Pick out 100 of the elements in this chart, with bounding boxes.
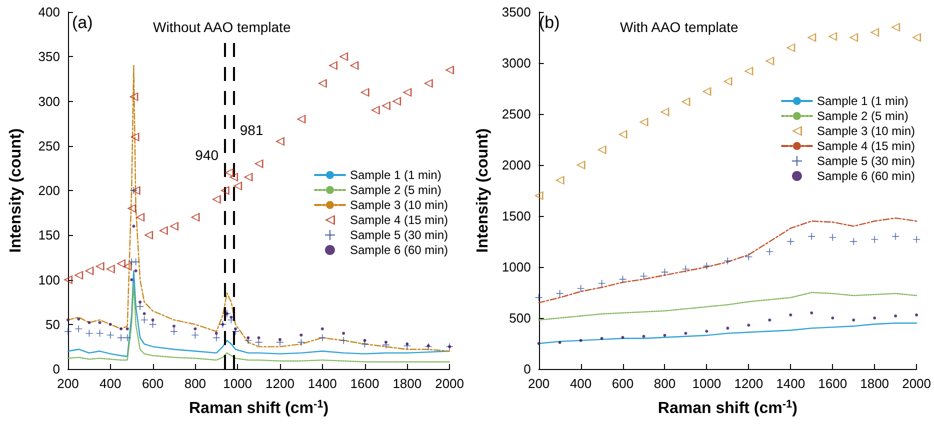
x-tick-label: 1800	[860, 376, 890, 391]
point	[190, 212, 200, 222]
point	[363, 338, 366, 342]
x-tick-label: 1200	[734, 376, 764, 391]
line-series	[67, 284, 450, 362]
x-tick-label: 1600	[350, 376, 380, 391]
point	[142, 312, 146, 316]
point	[340, 336, 348, 344]
legend-label: Sample 5 (30 min)	[816, 154, 916, 168]
point	[558, 340, 562, 344]
point	[537, 342, 540, 345]
point	[342, 332, 346, 335]
x-tick-label: 600	[612, 376, 634, 391]
point	[682, 266, 690, 273]
annotation: (a)	[72, 13, 93, 32]
point	[257, 336, 260, 340]
point	[621, 336, 624, 339]
legend-label: Sample 5 (30 min)	[350, 228, 448, 242]
point	[169, 222, 178, 231]
y-tick-label: 350	[38, 49, 60, 64]
x-tick-label: 2000	[435, 376, 464, 391]
point	[138, 300, 142, 304]
point	[106, 332, 114, 339]
point	[789, 313, 792, 316]
y-tick-label: 200	[38, 183, 60, 198]
point	[873, 316, 876, 320]
legend-label: Sample 3 (10 min)	[350, 198, 448, 212]
point	[705, 330, 708, 333]
legend-label: Sample 6 (60 min)	[350, 243, 448, 257]
point	[130, 132, 140, 142]
point	[726, 326, 730, 330]
y-tick-label: 0	[524, 362, 531, 376]
x-tick-label: 400	[570, 376, 592, 391]
point	[871, 236, 878, 243]
point	[108, 322, 112, 326]
annotation: (b)	[539, 13, 560, 32]
point	[555, 176, 564, 185]
point	[74, 270, 84, 280]
y-tick-label: 2500	[502, 106, 531, 122]
y-tick-label: 0	[52, 362, 60, 376]
point	[278, 338, 282, 342]
y-tick-label: 1500	[502, 208, 531, 224]
x-tick-label: 800	[184, 376, 206, 391]
point	[915, 313, 918, 316]
point	[130, 278, 134, 282]
point	[768, 318, 772, 322]
point	[192, 332, 199, 339]
point	[681, 97, 690, 106]
point	[106, 264, 115, 274]
point	[392, 96, 402, 106]
point	[233, 182, 242, 191]
point	[534, 191, 544, 200]
legend-label: Sample 6 (60 min)	[816, 169, 916, 183]
legend-label: Sample 4 (15 min)	[816, 139, 916, 153]
point	[254, 159, 264, 168]
point	[894, 314, 898, 318]
y-tick-label: 150	[38, 228, 60, 243]
point	[158, 226, 168, 236]
y-tick-label: 50	[46, 316, 60, 332]
point	[663, 334, 666, 337]
point	[170, 328, 178, 336]
point	[370, 106, 380, 115]
point	[75, 325, 82, 332]
y-axis-title: Intensity (count)	[8, 128, 24, 253]
point	[703, 262, 710, 270]
legend-label: Sample 3 (10 min)	[816, 124, 916, 138]
point	[132, 224, 136, 228]
y-tick-label: 3000	[502, 56, 531, 70]
point	[318, 78, 327, 88]
point	[360, 88, 370, 97]
point	[576, 160, 586, 170]
point	[122, 262, 132, 271]
x-tick-label: 2000	[902, 376, 931, 391]
legend-label: Sample 2 (5 min)	[350, 183, 442, 197]
legend-label: Sample 4 (15 min)	[350, 213, 448, 227]
point	[912, 33, 922, 42]
y-tick-label: 1000	[502, 260, 531, 274]
y-tick-label: 250	[38, 138, 60, 154]
point	[151, 318, 154, 322]
point	[136, 212, 145, 222]
point	[831, 316, 834, 320]
text: Without AAO template	[153, 19, 291, 35]
point	[684, 332, 688, 335]
point	[300, 334, 303, 337]
point	[136, 303, 144, 310]
point	[64, 328, 72, 336]
legend-label: Sample 1 (1 min)	[816, 94, 908, 108]
point	[850, 238, 858, 245]
point	[350, 61, 359, 70]
y-tick-label: 500	[509, 310, 531, 326]
point	[320, 327, 324, 330]
point	[126, 327, 129, 330]
ref-line-label: 981	[240, 122, 264, 138]
ref-line-label: 940	[195, 147, 219, 163]
point	[117, 334, 124, 342]
point	[220, 186, 230, 195]
x-tick-label: 1400	[308, 376, 337, 391]
x-tick-label: 600	[142, 376, 164, 391]
point	[786, 43, 796, 52]
line-series	[538, 322, 918, 344]
